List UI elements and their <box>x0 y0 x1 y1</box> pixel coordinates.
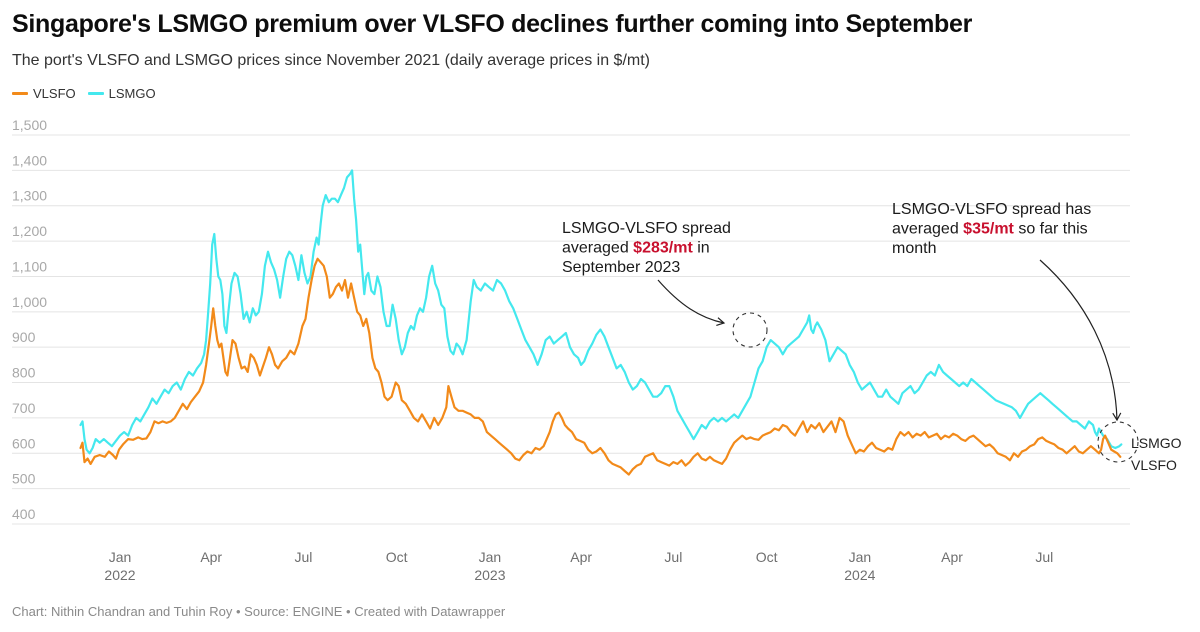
annotation-text-segment: September 2023 <box>562 259 680 276</box>
annotation-highlight-circle <box>732 312 768 348</box>
x-tick-year-label: 2023 <box>474 567 505 583</box>
legend-label-vlsfo: VLSFO <box>33 86 76 101</box>
x-tick-label: Jul <box>664 549 682 565</box>
y-tick-label: 1,000 <box>12 294 47 310</box>
annotation-text-segment: month <box>892 240 936 257</box>
y-tick-label: 900 <box>12 329 36 345</box>
x-tick-year-label: 2024 <box>844 567 875 583</box>
x-tick-label: Apr <box>941 549 963 565</box>
series-line-vlsfo <box>79 257 1122 476</box>
x-tick-label: Apr <box>570 549 592 565</box>
annotation-arrow <box>657 279 726 327</box>
y-tick-label: 1,400 <box>12 152 47 168</box>
x-tick-label: Jan <box>479 549 502 565</box>
annotations: LSMGO-VLSFO spread averaged $283/mt in Sep… <box>562 201 1139 463</box>
y-tick-label: 700 <box>12 400 36 416</box>
x-tick-label: Oct <box>386 549 408 565</box>
end-label-lsmgo: LSMGO <box>1131 435 1182 451</box>
series-line-lsmgo <box>79 169 1123 455</box>
legend: VLSFO LSMGO <box>12 86 156 101</box>
annotation-arrow <box>1039 259 1122 422</box>
x-tick-label: Jan <box>849 549 872 565</box>
annotation-text: LSMGO-VLSFO spread has averaged $35/mt so… <box>892 201 1091 257</box>
annotation-text-segment: LSMGO-VLSFO spread <box>562 220 731 237</box>
annotation-text: LSMGO-VLSFO spread averaged $283/mt in Sep… <box>562 220 731 276</box>
annotation-highlight: $283/mt <box>633 240 693 257</box>
legend-item-lsmgo: LSMGO <box>87 86 156 101</box>
annotation-text-segment: so far this <box>1014 221 1088 238</box>
annotation-text-segment: LSMGO-VLSFO spread has <box>892 201 1091 218</box>
x-tick-year-label: 2022 <box>104 567 135 583</box>
x-tick-label: Jul <box>294 549 312 565</box>
y-tick-label: 500 <box>12 471 36 487</box>
legend-swatch-vlsfo <box>12 92 28 95</box>
annotation-highlight: $35/mt <box>963 221 1014 238</box>
annotation-text-segment: in <box>693 240 710 257</box>
x-axis: Jan 2022 Apr Jul Oct Jan 2023 Apr Jul Oct Jan 2024 A… <box>104 549 1053 583</box>
series-lines: LSMGO VLSFO <box>79 169 1182 476</box>
legend-swatch-lsmgo <box>87 92 104 95</box>
legend-label-lsmgo: LSMGO <box>108 86 156 101</box>
chart-title: Singapore's LSMGO premium over VLSFO dec… <box>12 10 973 38</box>
y-tick-label: 1,500 <box>12 117 47 133</box>
y-tick-label: 1,200 <box>12 223 47 239</box>
x-tick-label: Jan <box>109 549 132 565</box>
x-tick-label: Jul <box>1035 549 1053 565</box>
annotation-text-segment: averaged <box>892 221 963 238</box>
chart-subtitle: The port's VLSFO and LSMGO prices since … <box>12 52 650 69</box>
x-tick-label: Oct <box>756 549 778 565</box>
y-tick-label: 600 <box>12 435 36 451</box>
x-tick-label: Apr <box>200 549 222 565</box>
gridlines <box>12 134 1130 525</box>
annotation-text-segment: averaged <box>562 240 633 257</box>
end-label-vlsfo: VLSFO <box>1131 457 1177 473</box>
y-tick-label: 400 <box>12 506 36 522</box>
y-tick-label: 1,300 <box>12 188 47 204</box>
legend-item-vlsfo: VLSFO <box>12 86 76 101</box>
y-axis: 400 500 600 700 800 900 1,000 1,100 1,200 1,300 1,… <box>12 117 47 522</box>
y-tick-label: 800 <box>12 365 36 381</box>
y-tick-label: 1,100 <box>12 258 47 274</box>
annotation-highlight-circle <box>1097 421 1139 463</box>
chart-credits: Chart: Nithin Chandran and Tuhin Roy • S… <box>12 604 506 619</box>
